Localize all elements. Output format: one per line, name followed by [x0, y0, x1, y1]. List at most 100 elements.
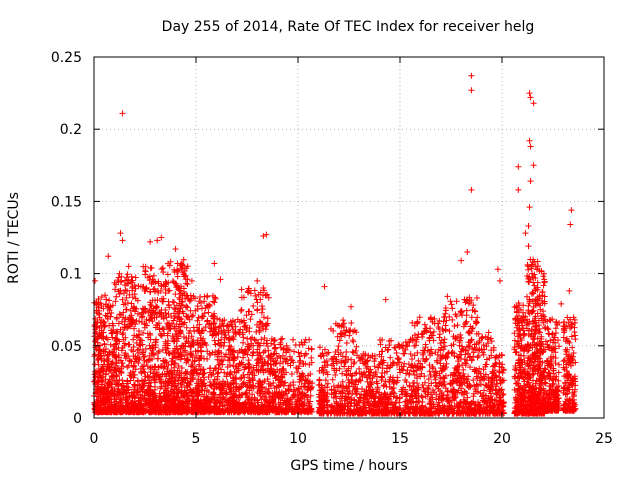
data-point: [98, 387, 105, 394]
data-point: [454, 322, 461, 329]
data-point: [94, 335, 101, 342]
data-point: [115, 288, 122, 295]
data-point: [136, 355, 143, 362]
data-point: [94, 334, 101, 341]
data-point: [93, 309, 100, 316]
data-point: [169, 298, 176, 305]
data-point: [259, 305, 266, 312]
data-point: [111, 388, 118, 395]
data-point: [116, 338, 123, 345]
data-point: [123, 294, 130, 301]
data-point: [95, 361, 102, 368]
data-point: [157, 363, 164, 370]
data-point: [201, 298, 208, 305]
data-point: [286, 382, 293, 389]
data-point: [244, 335, 251, 342]
data-point: [119, 407, 126, 414]
data-point: [468, 314, 475, 321]
data-point: [130, 336, 137, 343]
data-point: [121, 324, 128, 331]
data-point: [183, 280, 190, 287]
data-point: [122, 334, 129, 341]
data-point: [129, 277, 136, 284]
data-point: [122, 350, 129, 357]
data-point: [145, 309, 152, 316]
data-point: [403, 342, 410, 349]
data-point: [183, 324, 190, 331]
data-point: [219, 361, 226, 368]
data-point: [159, 298, 166, 305]
data-point: [171, 305, 178, 312]
data-point: [130, 348, 137, 355]
data-point: [108, 384, 115, 391]
data-point: [94, 389, 101, 396]
data-point: [120, 390, 127, 397]
data-point: [156, 396, 163, 403]
data-point: [103, 345, 110, 352]
data-point: [135, 328, 142, 335]
data-point: [147, 288, 154, 295]
data-point: [290, 336, 297, 343]
data-point: [128, 373, 135, 380]
data-point: [195, 314, 202, 321]
data-point: [343, 339, 350, 346]
data-point: [158, 283, 165, 290]
data-point: [147, 336, 154, 343]
data-point: [119, 380, 126, 387]
data-point: [423, 356, 430, 363]
data-point: [205, 309, 212, 316]
data-point: [119, 377, 126, 384]
data-point: [458, 334, 465, 341]
data-point: [272, 344, 279, 351]
data-point: [159, 325, 166, 332]
data-point: [451, 322, 458, 329]
data-point: [127, 369, 134, 376]
data-point: [348, 320, 355, 327]
data-point: [91, 371, 98, 378]
data-point: [160, 269, 167, 276]
data-point: [137, 394, 144, 401]
data-point: [119, 318, 126, 325]
data-point: [148, 315, 155, 322]
data-point: [129, 294, 136, 301]
data-point: [106, 376, 113, 383]
data-point: [100, 335, 107, 342]
data-point: [151, 314, 158, 321]
data-point: [448, 301, 455, 308]
data-point: [146, 386, 153, 393]
data-point: [116, 270, 123, 277]
data-point: [96, 325, 103, 332]
data-point: [407, 350, 414, 357]
data-point: [123, 306, 130, 313]
data-point: [97, 300, 104, 307]
data-point: [249, 376, 256, 383]
data-point: [142, 271, 149, 278]
data-point: [100, 318, 107, 325]
data-point: [412, 342, 419, 349]
data-point: [124, 378, 131, 385]
data-point: [432, 379, 439, 386]
data-point: [91, 361, 98, 368]
data-point: [156, 390, 163, 397]
data-point: [120, 330, 127, 337]
data-point: [109, 320, 116, 327]
data-point: [115, 402, 122, 409]
data-point: [137, 404, 144, 411]
data-point: [124, 300, 131, 307]
data-point: [158, 306, 165, 313]
data-point: [353, 343, 360, 350]
data-point: [138, 368, 145, 375]
data-point: [240, 339, 247, 346]
data-point: [113, 337, 120, 344]
data-point: [128, 400, 135, 407]
data-point: [149, 297, 156, 304]
data-point: [128, 407, 135, 414]
data-point: [115, 354, 122, 361]
data-point: [475, 352, 482, 359]
data-point: [157, 332, 164, 339]
data-point: [142, 400, 149, 407]
data-point: [152, 279, 159, 286]
data-point: [94, 373, 101, 380]
data-point: [112, 286, 119, 293]
